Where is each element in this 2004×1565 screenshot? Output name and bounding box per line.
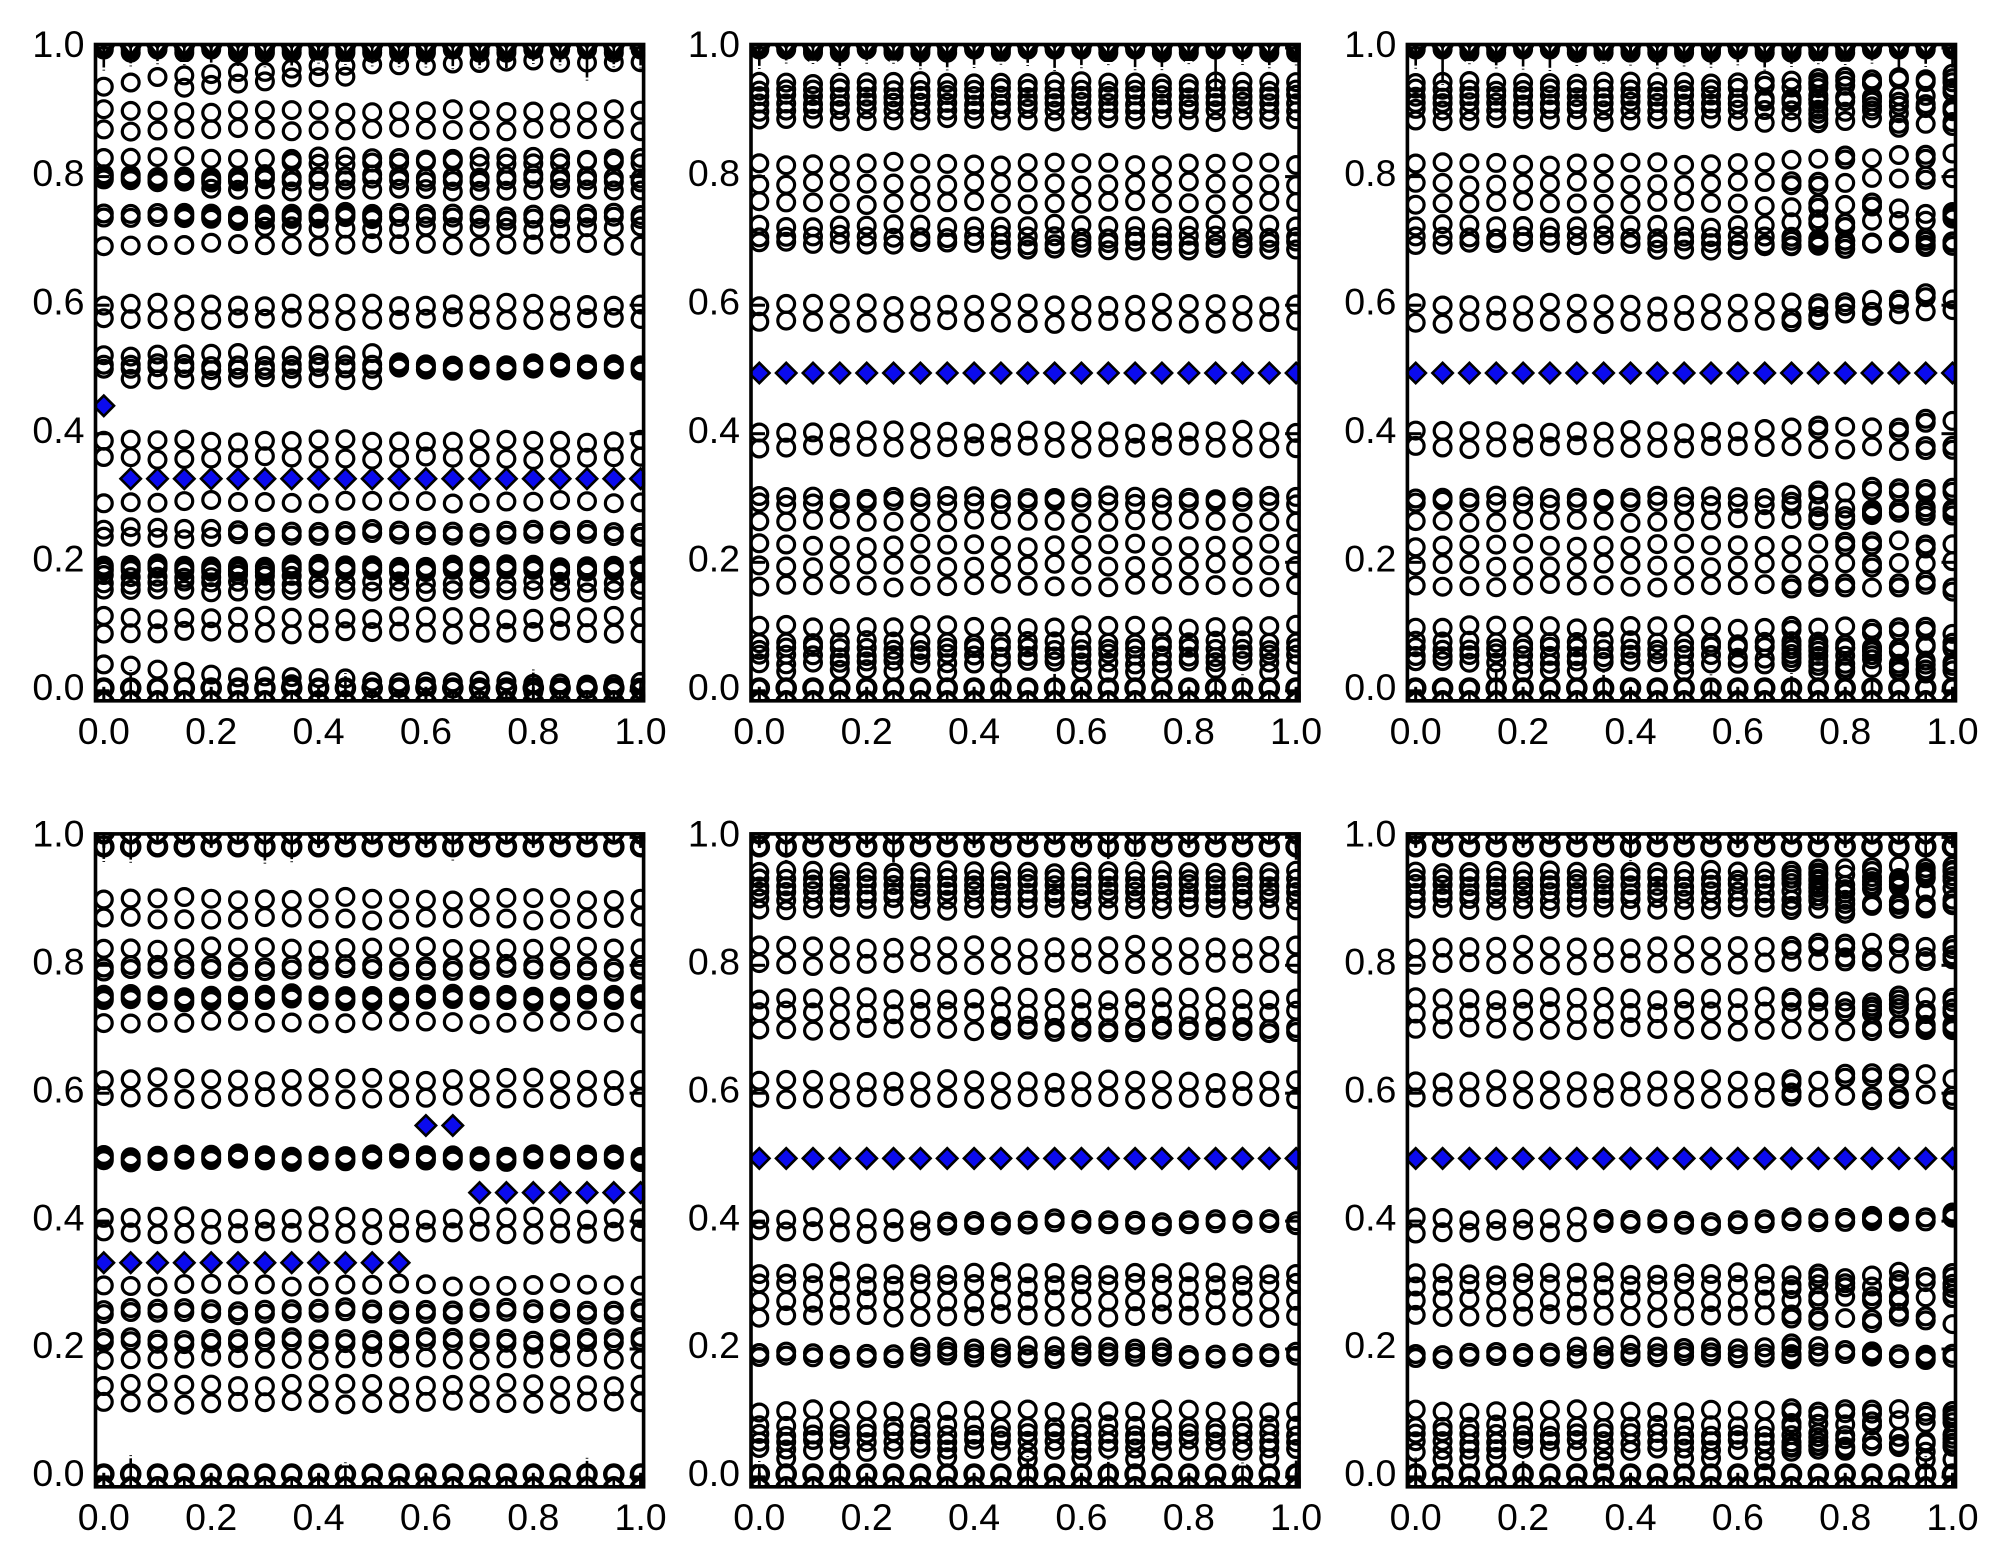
svg-text:0.2: 0.2 bbox=[841, 710, 893, 752]
svg-text:0.0: 0.0 bbox=[78, 1496, 130, 1538]
svg-text:0.0: 0.0 bbox=[688, 1452, 740, 1494]
svg-text:0.4: 0.4 bbox=[32, 1196, 84, 1238]
svg-text:0.4: 0.4 bbox=[1344, 409, 1396, 451]
svg-text:0.8: 0.8 bbox=[688, 941, 740, 983]
svg-text:0.8: 0.8 bbox=[1819, 1496, 1871, 1538]
svg-text:0.2: 0.2 bbox=[1344, 538, 1396, 580]
svg-text:1.0: 1.0 bbox=[1344, 23, 1396, 65]
svg-text:0.4: 0.4 bbox=[1604, 710, 1656, 752]
svg-text:1.0: 1.0 bbox=[688, 813, 740, 855]
svg-text:0.2: 0.2 bbox=[32, 538, 84, 580]
svg-text:0.0: 0.0 bbox=[78, 710, 130, 752]
svg-text:0.6: 0.6 bbox=[400, 1496, 452, 1538]
svg-text:0.4: 0.4 bbox=[948, 710, 1000, 752]
svg-text:0.6: 0.6 bbox=[1055, 1496, 1107, 1538]
svg-text:0.6: 0.6 bbox=[1712, 710, 1764, 752]
svg-text:0.0: 0.0 bbox=[733, 710, 785, 752]
svg-text:1.0: 1.0 bbox=[1926, 710, 1978, 752]
svg-text:1.0: 1.0 bbox=[1344, 813, 1396, 855]
svg-text:0.6: 0.6 bbox=[1344, 280, 1396, 322]
svg-text:1.0: 1.0 bbox=[615, 1496, 667, 1538]
svg-text:0.4: 0.4 bbox=[948, 1496, 1000, 1538]
svg-text:0.8: 0.8 bbox=[1819, 710, 1871, 752]
svg-text:0.8: 0.8 bbox=[507, 710, 559, 752]
svg-text:0.4: 0.4 bbox=[688, 1196, 740, 1238]
svg-text:0.6: 0.6 bbox=[400, 710, 452, 752]
svg-text:1.0: 1.0 bbox=[1270, 1496, 1322, 1538]
svg-text:0.6: 0.6 bbox=[688, 1068, 740, 1110]
svg-text:0.6: 0.6 bbox=[1344, 1068, 1396, 1110]
svg-text:1.0: 1.0 bbox=[32, 23, 84, 65]
svg-text:0.0: 0.0 bbox=[32, 1452, 84, 1494]
svg-text:0.4: 0.4 bbox=[293, 710, 345, 752]
svg-text:0.2: 0.2 bbox=[32, 1324, 84, 1366]
svg-text:1.0: 1.0 bbox=[1926, 1496, 1978, 1538]
svg-text:0.0: 0.0 bbox=[32, 666, 84, 708]
svg-text:0.2: 0.2 bbox=[185, 1496, 237, 1538]
svg-text:0.8: 0.8 bbox=[1344, 152, 1396, 194]
svg-text:0.6: 0.6 bbox=[1055, 710, 1107, 752]
svg-text:0.0: 0.0 bbox=[1390, 710, 1442, 752]
svg-text:0.6: 0.6 bbox=[32, 1068, 84, 1110]
svg-text:0.8: 0.8 bbox=[688, 152, 740, 194]
svg-text:0.2: 0.2 bbox=[1497, 710, 1549, 752]
svg-text:0.0: 0.0 bbox=[1344, 666, 1396, 708]
svg-text:1.0: 1.0 bbox=[32, 813, 84, 855]
svg-text:0.4: 0.4 bbox=[32, 409, 84, 451]
svg-text:1.0: 1.0 bbox=[615, 710, 667, 752]
svg-text:0.8: 0.8 bbox=[32, 941, 84, 983]
svg-text:0.2: 0.2 bbox=[688, 1324, 740, 1366]
svg-text:0.8: 0.8 bbox=[32, 152, 84, 194]
svg-text:0.2: 0.2 bbox=[841, 1496, 893, 1538]
svg-text:0.0: 0.0 bbox=[1390, 1496, 1442, 1538]
svg-text:0.4: 0.4 bbox=[1604, 1496, 1656, 1538]
svg-text:0.2: 0.2 bbox=[185, 710, 237, 752]
svg-text:0.6: 0.6 bbox=[688, 280, 740, 322]
svg-text:0.4: 0.4 bbox=[688, 409, 740, 451]
svg-text:0.0: 0.0 bbox=[733, 1496, 785, 1538]
svg-text:0.4: 0.4 bbox=[1344, 1196, 1396, 1238]
svg-text:0.8: 0.8 bbox=[507, 1496, 559, 1538]
svg-text:1.0: 1.0 bbox=[1270, 710, 1322, 752]
svg-text:0.2: 0.2 bbox=[688, 538, 740, 580]
svg-text:0.0: 0.0 bbox=[1344, 1452, 1396, 1494]
svg-text:0.2: 0.2 bbox=[1497, 1496, 1549, 1538]
svg-text:0.8: 0.8 bbox=[1344, 941, 1396, 983]
svg-text:0.8: 0.8 bbox=[1163, 1496, 1215, 1538]
svg-text:1.0: 1.0 bbox=[688, 23, 740, 65]
svg-text:0.6: 0.6 bbox=[32, 280, 84, 322]
svg-text:0.8: 0.8 bbox=[1163, 710, 1215, 752]
svg-text:0.6: 0.6 bbox=[1712, 1496, 1764, 1538]
svg-text:0.2: 0.2 bbox=[1344, 1324, 1396, 1366]
svg-text:0.4: 0.4 bbox=[293, 1496, 345, 1538]
svg-text:0.0: 0.0 bbox=[688, 666, 740, 708]
